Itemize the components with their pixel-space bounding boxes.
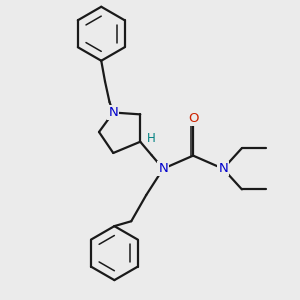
Text: H: H (147, 131, 156, 145)
Text: N: N (158, 162, 168, 175)
Text: N: N (218, 162, 228, 175)
Text: N: N (108, 106, 118, 119)
Text: O: O (188, 112, 198, 124)
